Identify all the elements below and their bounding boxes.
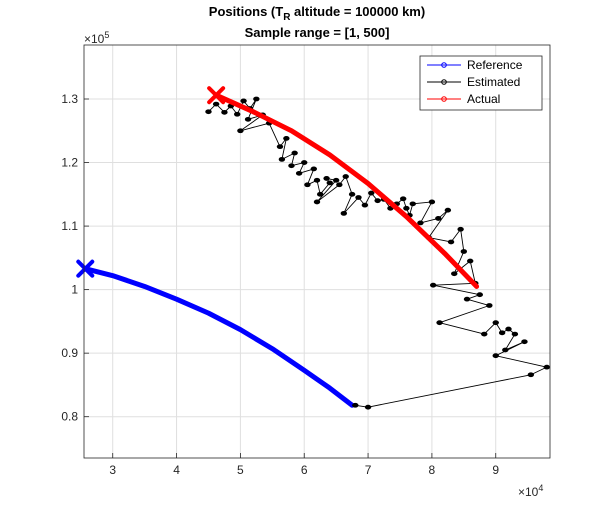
estimated-point <box>295 170 303 176</box>
estimated-point <box>486 303 493 308</box>
estimated-point <box>276 144 284 150</box>
estimated-point <box>521 339 528 345</box>
legend-marker-actual <box>441 96 447 102</box>
estimated-point <box>429 282 437 288</box>
estimated-point <box>364 404 372 410</box>
estimated-point <box>205 109 212 115</box>
y-tick-label: 0.9 <box>61 346 78 360</box>
estimated-point <box>348 191 356 197</box>
estimated-point <box>498 330 506 336</box>
estimated-point <box>361 202 369 208</box>
series-estimated-line <box>208 98 548 408</box>
estimated-point <box>436 320 443 326</box>
tick-labels: 3 4 5 6 7 8 9 0.8 0.9 1 1.1 1.2 1.3 <box>61 92 499 477</box>
estimated-point <box>291 150 298 156</box>
series-reference-start-marker <box>76 259 95 278</box>
estimated-point <box>237 128 244 134</box>
estimated-point <box>313 177 321 183</box>
series-actual-line <box>213 92 480 289</box>
estimated-point <box>374 198 381 204</box>
estimated-point <box>399 196 407 202</box>
y-tick-label: 0.8 <box>61 410 78 424</box>
x-tick-label: 6 <box>301 463 308 477</box>
estimated-point <box>463 296 471 302</box>
estimated-point <box>457 226 464 232</box>
estimated-point <box>212 101 220 107</box>
estimated-point <box>288 163 295 169</box>
estimated-point <box>301 160 308 165</box>
estimated-point <box>502 347 509 353</box>
estimated-point <box>342 174 349 179</box>
estimated-point <box>221 109 228 115</box>
chart-title-line1: Positions (TR altitude = 100000 km) <box>209 4 425 23</box>
estimated-point <box>355 195 362 200</box>
legend-label-estimated: Estimated <box>467 75 520 89</box>
estimated-point <box>511 331 519 337</box>
x-tick-label: 9 <box>492 463 499 477</box>
estimated-point <box>481 331 488 337</box>
estimated-point <box>543 364 551 370</box>
estimated-point <box>244 116 252 122</box>
y-axis-multiplier: ×105 <box>84 30 109 46</box>
estimated-point <box>368 190 375 196</box>
estimated-point <box>326 180 333 186</box>
series-reference-line <box>82 266 355 408</box>
series-actual-start-marker <box>207 86 226 105</box>
estimated-point <box>492 320 499 326</box>
legend-marker-estimated <box>441 79 447 85</box>
estimated-point <box>447 239 455 245</box>
estimated-point <box>467 258 474 264</box>
y-tick-label: 1.1 <box>61 219 78 233</box>
estimated-point <box>417 220 424 226</box>
estimated-point <box>283 136 290 141</box>
y-tick-label: 1.3 <box>61 92 78 106</box>
x-tick-label: 5 <box>237 463 244 477</box>
estimated-point <box>278 156 286 162</box>
estimated-point <box>352 402 359 408</box>
estimated-point <box>428 199 436 205</box>
legend-marker-reference <box>441 62 447 68</box>
y-tick-label: 1 <box>71 283 78 297</box>
estimated-point <box>336 182 343 188</box>
y-tick-label: 1.2 <box>61 156 78 170</box>
estimated-point <box>460 249 468 254</box>
estimated-point <box>304 182 311 188</box>
legend-label-actual: Actual <box>467 92 500 106</box>
estimated-point <box>253 96 260 102</box>
x-tick-label: 8 <box>429 463 436 477</box>
estimated-point <box>492 353 499 359</box>
x-tick-label: 4 <box>173 463 180 477</box>
plot-area-frame <box>83 44 551 459</box>
estimated-point <box>403 205 410 211</box>
estimated-point <box>409 201 416 207</box>
estimated-point <box>476 292 483 298</box>
estimated-point <box>313 199 321 205</box>
chart-title-line2: Sample range = [1, 500] <box>245 25 390 40</box>
x-axis-multiplier: ×104 <box>518 483 543 499</box>
x-tick-label: 7 <box>365 463 372 477</box>
estimated-point <box>240 98 247 104</box>
estimated-point <box>527 372 535 378</box>
estimated-point <box>451 271 458 277</box>
estimated-point <box>234 111 241 117</box>
estimated-point <box>340 210 348 216</box>
legend: Reference Estimated Actual <box>419 55 543 111</box>
legend-label-reference: Reference <box>467 58 523 72</box>
series-layer <box>76 86 551 410</box>
estimated-point <box>316 191 324 197</box>
estimated-point <box>310 166 318 172</box>
estimated-point <box>505 326 512 332</box>
x-tick-label: 3 <box>109 463 116 477</box>
estimated-point <box>332 177 340 183</box>
estimated-point <box>323 176 330 181</box>
estimated-point <box>435 216 442 221</box>
estimated-point <box>444 207 452 213</box>
